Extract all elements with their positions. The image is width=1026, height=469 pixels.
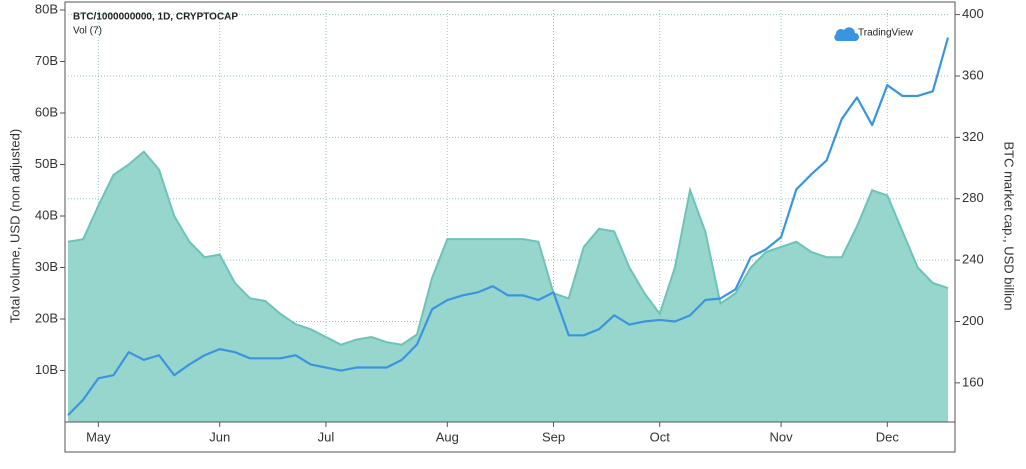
- x-tick-label: Jun: [209, 429, 230, 444]
- x-tick-label: Aug: [436, 429, 459, 444]
- y2-tick-label: 400: [962, 6, 984, 21]
- volume-label: Vol (7): [73, 26, 102, 37]
- y-tick-label: 30B: [35, 259, 58, 274]
- y2-tick-label: 240: [962, 252, 984, 267]
- brand-logo: [834, 27, 859, 41]
- symbol-label: BTC/1000000000, 1D, CRYPTOCAP: [73, 12, 238, 23]
- y-tick-label: 70B: [35, 53, 58, 68]
- y-tick-label: 20B: [35, 310, 58, 325]
- brand: TradingView: [858, 28, 914, 39]
- y-axis-title: Total volume, USD (non adjusted): [7, 129, 22, 323]
- y-tick-label: 10B: [35, 362, 58, 377]
- y2-axis-title: BTC market cap., USD billion: [1002, 141, 1017, 310]
- y2-tick-label: 320: [962, 129, 984, 144]
- y-tick-label: 40B: [35, 207, 58, 222]
- y2-tick-label: 160: [962, 374, 984, 389]
- marks: [67, 37, 950, 422]
- market-cap-line: [67, 37, 950, 416]
- x-tick-label: May: [86, 429, 111, 444]
- y-tick-label: 60B: [35, 104, 58, 119]
- y-tick-label: 80B: [35, 1, 58, 16]
- y-tick-label: 50B: [35, 156, 58, 171]
- x-tick-label: Nov: [770, 429, 794, 444]
- plot-frame: [64, 1, 956, 453]
- x-tick-label: Sep: [542, 429, 565, 444]
- y2-tick-label: 200: [962, 313, 984, 328]
- volume-area-edge: [67, 150, 949, 346]
- x-tick-label: Oct: [650, 429, 671, 444]
- y2-tick-label: 360: [962, 67, 984, 82]
- x-tick-label: Jul: [318, 429, 335, 444]
- volume-area: [68, 151, 948, 422]
- y2-tick-label: 280: [962, 190, 984, 205]
- x-tick-label: Dec: [876, 429, 900, 444]
